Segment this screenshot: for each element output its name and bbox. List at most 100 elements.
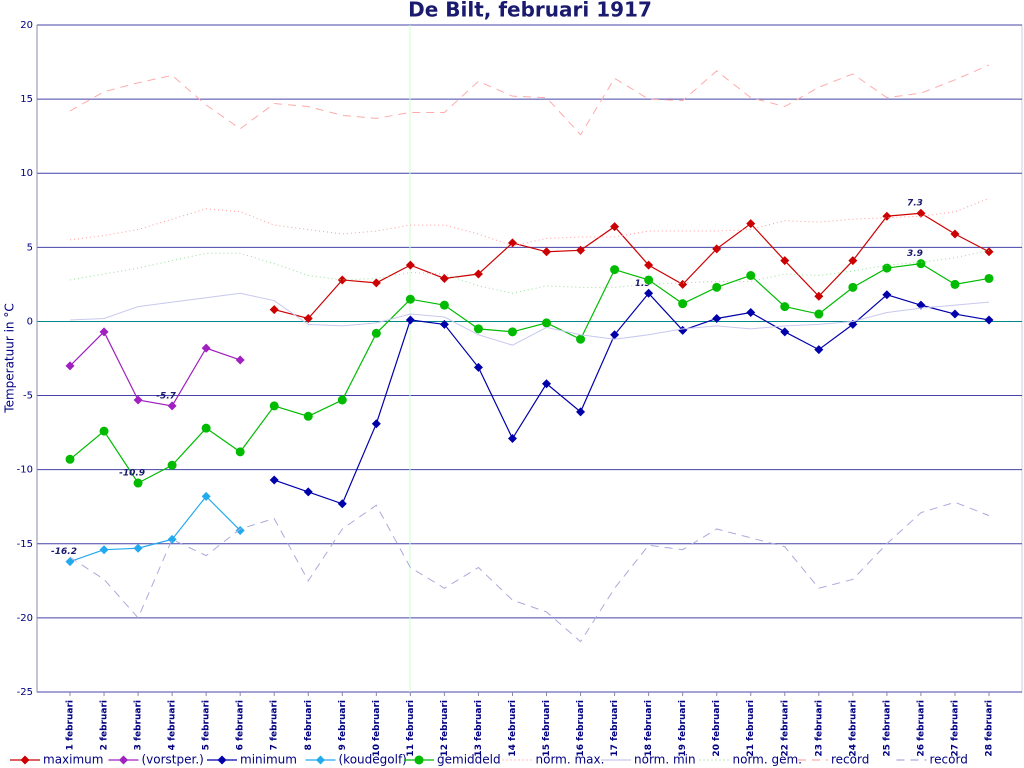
legend-label: gemiddeld [437,753,501,767]
marker [984,273,994,283]
marker [576,407,586,417]
marker [814,309,824,319]
marker [950,279,960,289]
marker [848,282,858,292]
marker [712,244,722,254]
marker [65,361,75,371]
marker [712,313,722,323]
marker [99,545,109,555]
marker [507,238,517,248]
y-tick-label: -15 [17,539,33,550]
marker [576,245,586,255]
x-tick-label: 6 februari [236,700,246,750]
marker [542,318,552,328]
data-label: 3.9 [907,249,923,259]
x-tick-label: 14 februari [508,700,518,757]
marker [167,534,177,544]
marker [235,525,245,535]
marker [414,755,424,765]
marker [167,401,177,411]
marker [439,273,449,283]
x-tick-label: 4 februari [168,700,178,750]
marker [167,460,177,470]
y-tick-label: -5 [23,391,33,402]
x-tick-label: 11 februari [406,700,416,757]
x-tick-label: 24 februari [848,700,858,757]
x-tick-label: 5 februari [202,700,212,750]
x-tick-label: 2 februari [100,700,110,750]
marker [746,270,756,280]
marker [780,327,790,337]
series-line [69,501,990,643]
x-tick-label: 3 februari [134,700,144,750]
marker [303,487,313,497]
marker [678,325,688,335]
marker [473,362,483,372]
marker [780,256,790,266]
y-tick-label: -25 [17,687,33,698]
chart-title: De Bilt, februari 1917 [408,0,652,22]
marker [542,379,552,389]
legend-label: minimum [240,753,297,767]
marker [119,755,128,765]
data-label: -16.2 [51,547,77,557]
legend-label: record [831,753,869,767]
x-tick-label: 13 februari [474,700,484,757]
marker [405,260,415,270]
marker [644,288,654,298]
marker [644,260,654,270]
x-tick-label: 16 februari [576,700,586,757]
y-tick-label: -20 [17,613,33,624]
y-tick-label: 0 [27,316,33,327]
marker [303,411,313,421]
x-tick-label: 26 februari [916,700,926,757]
marker [678,279,688,289]
marker [473,324,483,334]
marker [337,395,347,405]
x-tick-label: 18 februari [644,700,654,757]
x-tick-label: 23 februari [814,700,824,757]
marker [950,229,960,239]
marker [269,475,279,485]
y-tick-label: -10 [17,465,33,476]
marker [217,755,227,765]
marker [133,543,143,553]
y-tick-label: 5 [27,242,33,253]
data-label: 7.3 [907,199,923,209]
marker [371,278,381,288]
marker [133,395,143,405]
marker [65,557,75,567]
series-line [274,212,990,320]
marker [814,291,824,301]
series-line [69,495,241,563]
marker [201,343,211,353]
x-tick-label: 21 februari [746,700,756,757]
marker [507,434,517,444]
series-line [69,64,990,136]
legend-label: norm. gem. [733,753,803,767]
marker [337,275,347,285]
marker [235,355,245,365]
marker [916,208,926,218]
marker [712,282,722,292]
marker [439,319,449,329]
marker [950,309,960,319]
marker [337,499,347,509]
series-line [69,263,990,484]
data-label: -5.7 [156,391,176,401]
marker [984,315,994,325]
marker [371,328,381,338]
marker [848,256,858,266]
marker [882,211,892,221]
series-line [69,292,990,346]
marker [405,294,415,304]
x-tick-label: 12 februari [440,700,450,757]
x-tick-label: 9 februari [338,700,348,750]
legend: maximum (vorstper.) minimum (koudegolf) gemi… [10,753,968,767]
marker [678,299,688,309]
marker [644,275,654,285]
marker [371,419,381,429]
marker [610,222,620,232]
